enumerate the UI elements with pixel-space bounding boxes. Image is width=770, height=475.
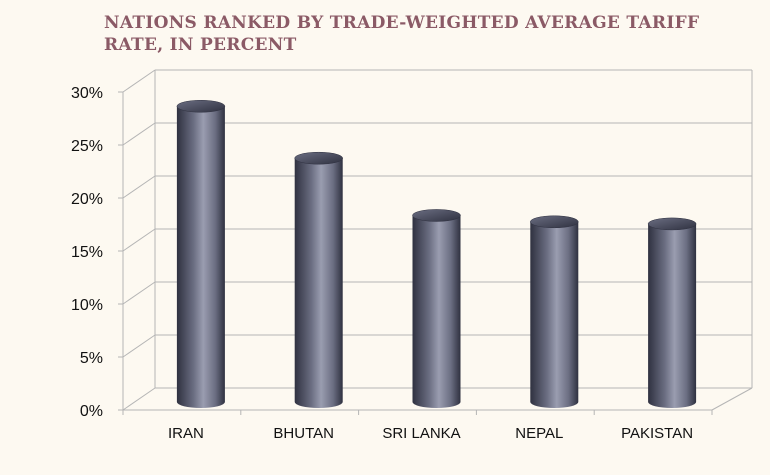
y-tick-label: 20% [71,191,103,208]
y-tick-label: 5% [80,350,103,367]
gridline-side [122,387,156,411]
bar-iran [176,100,226,408]
bar-top [530,215,579,229]
gridline-side [122,175,156,199]
y-tick-label: 10% [71,297,103,314]
bar-body [648,223,697,408]
x-tick-label: IRAN [168,425,204,442]
bar-body [176,106,225,408]
x-tick-label: PAKISTAN [621,425,693,442]
gridline-side [122,228,156,252]
gridline-side [122,334,156,358]
gridline-side [122,69,156,93]
bar-top [176,100,226,113]
y-tick-label: 25% [71,138,103,155]
y-tick-label: 15% [71,244,103,261]
x-tick-label: BHUTAN [273,425,334,442]
bar-top [294,151,343,165]
bar-top [412,209,461,222]
bar-sri-lanka [412,209,461,408]
bar-pakistan [647,217,697,408]
y-tick-label: 0% [80,403,103,420]
gridline-side [122,122,156,146]
y-tick-label: 30% [71,85,103,102]
bar-body [530,221,579,408]
gridline-side [122,281,156,305]
x-tick-label: NEPAL [515,425,563,442]
bar-nepal [530,215,579,408]
bar-top [647,217,697,231]
bar-body [412,215,461,408]
bar-bhutan [294,151,343,408]
floor-right-edge [711,387,753,411]
x-tick-label: SRI LANKA [382,425,460,442]
chart-title: NATIONS RANKED BY TRADE-WEIGHTED AVERAGE… [104,13,700,55]
bar-body [294,158,343,408]
